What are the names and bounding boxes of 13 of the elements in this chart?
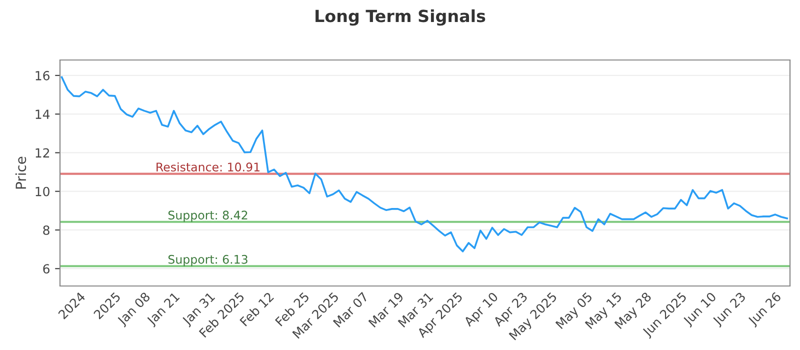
ref-line-label: Resistance: 10.91: [156, 162, 260, 172]
ref-line-label: Support: 8.42: [168, 210, 248, 222]
line-series: [60, 76, 788, 252]
y-tick-label: 8: [43, 225, 50, 235]
y-tick-label: 10: [36, 186, 50, 196]
chart-title: Long Term Signals: [316, 9, 486, 26]
y-tick-label: 16: [36, 70, 50, 80]
ref-line-label: Support: 6.13: [168, 254, 248, 266]
y-tick-label: 6: [43, 264, 50, 274]
y-tick-label: 12: [36, 148, 50, 158]
x-tick-label: Jun 26: [747, 292, 784, 328]
y-axis-title: Price: [15, 156, 26, 189]
y-tick-label: 14: [36, 110, 50, 119]
